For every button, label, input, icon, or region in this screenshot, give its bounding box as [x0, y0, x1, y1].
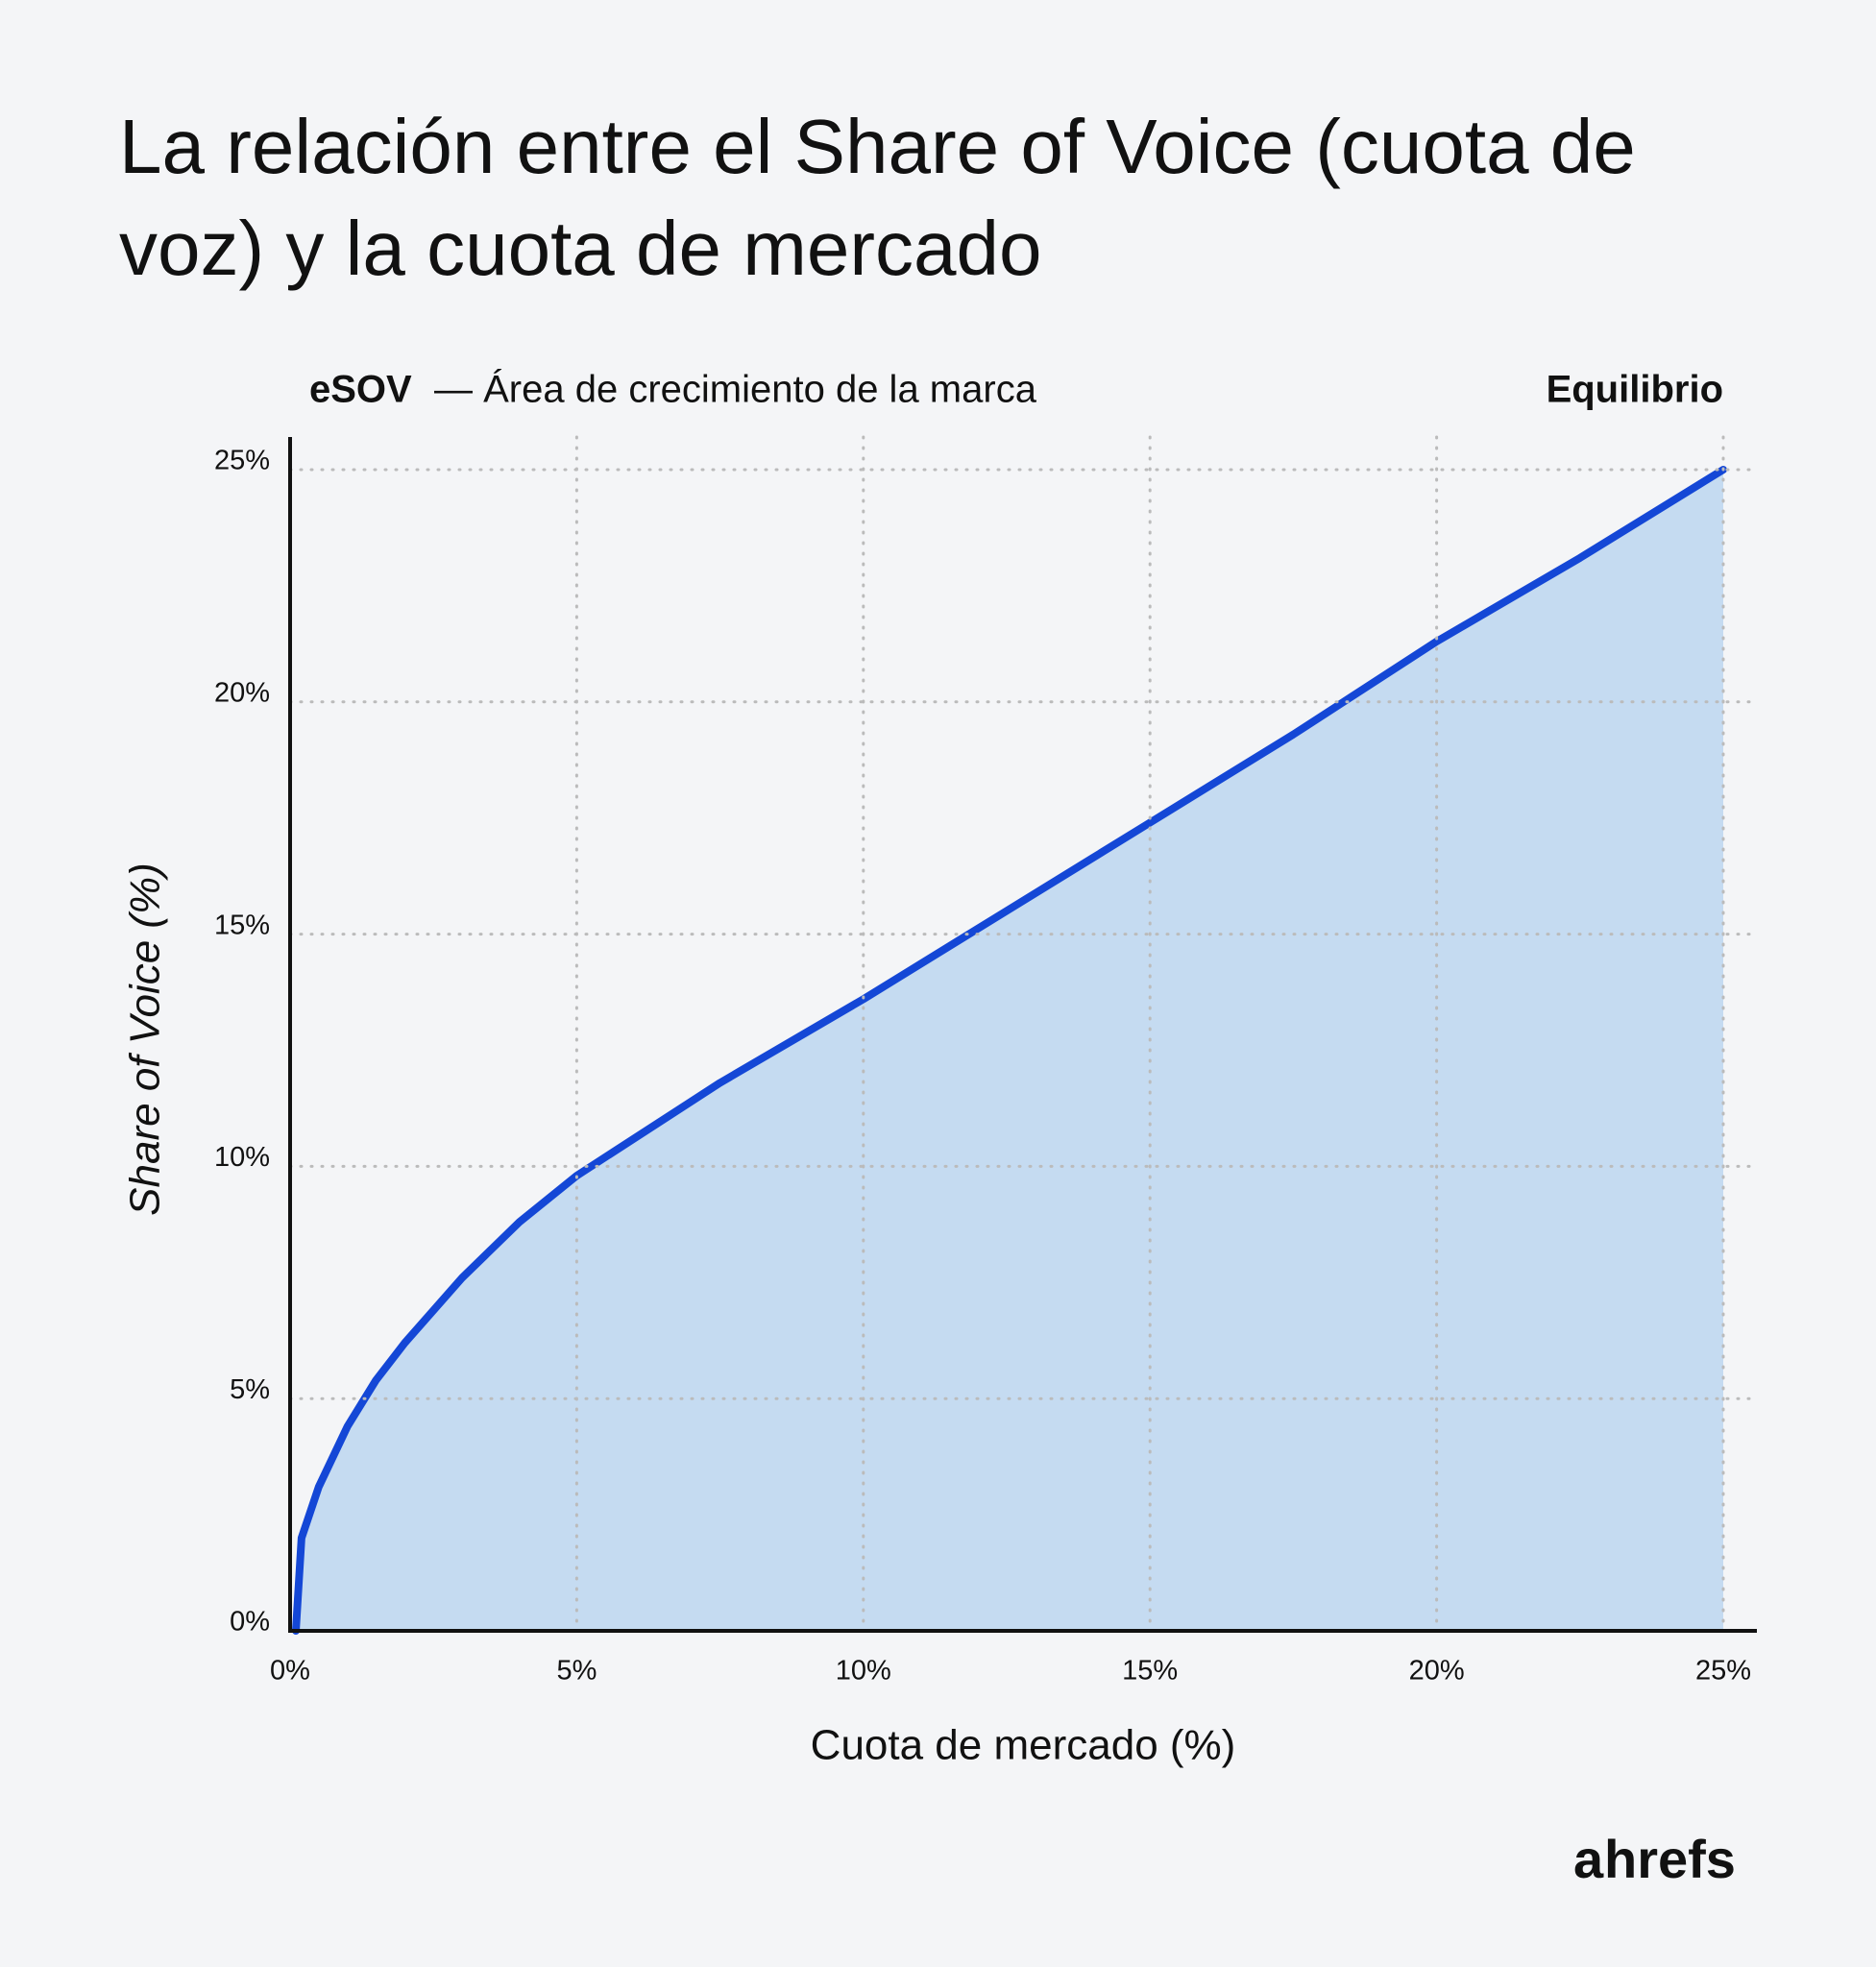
- x-tick-label: 10%: [836, 1656, 891, 1687]
- area: [295, 470, 1723, 1631]
- x-tick-label: 15%: [1122, 1656, 1178, 1687]
- x-tick-label: 25%: [1695, 1656, 1751, 1687]
- y-axis-title: Share of Voice (%): [122, 862, 169, 1216]
- x-tick-label: 0%: [270, 1656, 310, 1687]
- logo-hrefs: hrefs: [1604, 1829, 1736, 1889]
- y-tick-label: 5%: [230, 1374, 270, 1405]
- y-tick-label: 0%: [230, 1607, 270, 1638]
- y-tick-label: 25%: [214, 446, 270, 476]
- legend-label: eSOV: [309, 369, 412, 411]
- logo: a hrefs: [1573, 1829, 1736, 1889]
- logo-a: a: [1573, 1829, 1604, 1889]
- y-tick-label: 15%: [214, 910, 270, 940]
- grid: [288, 435, 1759, 1633]
- series-label: Equilibrio: [1547, 369, 1723, 411]
- y-tick-label: 20%: [214, 677, 270, 708]
- y-tick-label: 10%: [214, 1142, 270, 1173]
- x-axis-title: Cuota de mercado (%): [811, 1722, 1236, 1769]
- chart-title: La relación entre el Share of Voice (cuo…: [119, 104, 1636, 291]
- legend-text: — Área de crecimiento de la marca: [434, 368, 1037, 411]
- x-tick-label: 20%: [1409, 1656, 1465, 1687]
- x-tick-label: 5%: [556, 1656, 597, 1687]
